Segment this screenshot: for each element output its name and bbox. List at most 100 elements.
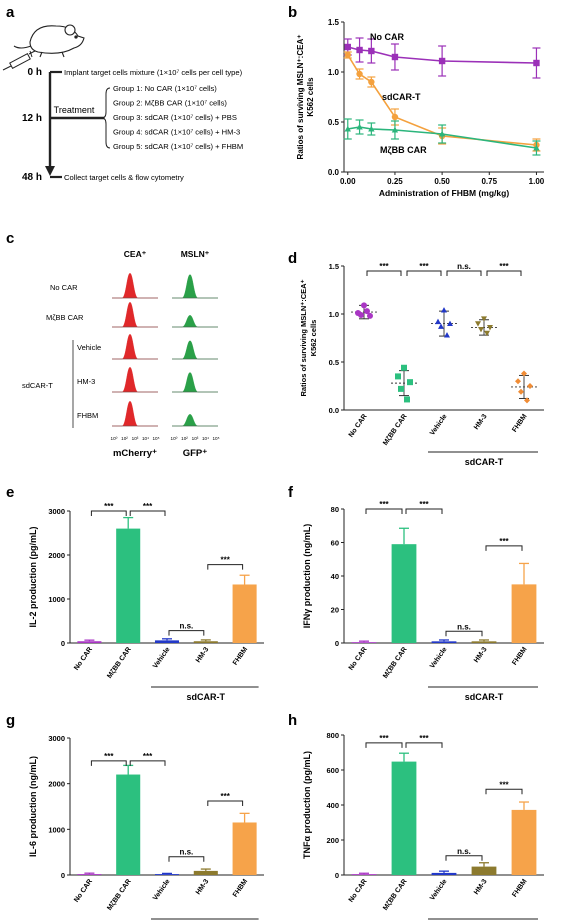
row-label-c-4: FHBM <box>77 411 98 420</box>
panel-letter-c: c <box>6 230 14 247</box>
bar-h-3 <box>471 866 497 875</box>
x-tick-c-0-0: 10⁰ <box>111 436 118 441</box>
sig-bracket-f-3 <box>485 545 523 551</box>
y-tick-label-d-1: 0.5 <box>329 358 339 367</box>
panel-letter-h: h <box>288 712 297 729</box>
sig-label-d-1: *** <box>419 262 429 271</box>
category-label-g-1: MζBB CAR <box>106 878 133 912</box>
category-label-h-4: FHBM <box>511 878 528 899</box>
bar-f-0 <box>351 642 377 643</box>
series-label-b-2: MζBB CAR <box>380 145 427 155</box>
panel-letter-f: f <box>288 484 294 501</box>
y-tick-label-d-0: 0.0 <box>329 406 339 415</box>
panel-e: e 0 1000 2000 3000 IL-2 production (pg/mL) No … <box>6 484 264 702</box>
category-label-e-2: Vehicle <box>152 646 172 670</box>
point-b-0-2 <box>368 47 375 55</box>
category-label-f-4: FHBM <box>511 646 528 667</box>
point-d-1-4 <box>404 396 410 403</box>
point-d-0-2 <box>367 312 373 319</box>
panel-letter-e: e <box>6 484 14 501</box>
x-label-c-1: GFP⁺ <box>183 448 208 459</box>
y-axis-label-b-line1: Ratios of surviving MSLN⁺:CEA⁺ <box>296 35 305 160</box>
x-tick-label-b-3: 0.75 <box>481 177 497 186</box>
panel-g: g 0 1000 2000 3000 IL-6 production (ng/mL) No … <box>6 712 264 920</box>
sig-label-f-3: *** <box>499 537 509 546</box>
col-header-c-1: MSLN⁺ <box>181 249 210 259</box>
histogram-c-4-1 <box>172 414 218 427</box>
point-b-1-2 <box>368 78 375 86</box>
category-label-g-3: HM-3 <box>195 878 211 896</box>
category-label-g-2: Vehicle <box>152 878 172 902</box>
point-d-2-3 <box>438 323 444 329</box>
y-tick-label-h-0: 0 <box>335 871 339 880</box>
category-label-g-0: No CAR <box>73 878 94 904</box>
point-b-2-2 <box>368 125 375 132</box>
y-axis-label-d-line1: Ratios of surviving MSLN⁺:CEA⁺ <box>299 279 308 396</box>
point-b-2-4 <box>438 130 446 137</box>
category-label-d-2: Vehicle <box>429 413 449 437</box>
series-label-b-0: No CAR <box>370 32 404 42</box>
category-label-f-3: HM-3 <box>473 646 489 664</box>
point-d-1-3 <box>398 385 404 392</box>
sig-bracket-f-2 <box>445 630 483 637</box>
sig-bracket-h-2 <box>445 855 483 861</box>
panel-h: h 0 200 400 600 800 TNFα production (pg/mL) No … <box>288 712 544 920</box>
bar-g-2 <box>154 874 180 875</box>
y-tick-label-f-4: 80 <box>331 505 339 514</box>
x-tick-label-b-1: 0.25 <box>387 177 403 186</box>
point-d-3-4 <box>484 330 490 337</box>
sig-bracket-g-0 <box>90 760 127 766</box>
y-tick-label-e-1: 1000 <box>48 595 65 604</box>
timeline-time-2: 48 h <box>22 172 42 183</box>
y-tick-label-g-3: 3000 <box>48 734 65 743</box>
category-label-e-4: FHBM <box>232 646 249 667</box>
y-tick-label-f-0: 0 <box>335 639 339 648</box>
point-d-3-0 <box>481 316 487 322</box>
panel-letter-b: b <box>288 4 297 21</box>
x-tick-c-0-1: 10² <box>121 436 128 441</box>
syringe-icon <box>2 50 36 71</box>
sig-label-g-1: *** <box>143 752 153 761</box>
x-tick-c-1-4: 10⁵ <box>212 436 219 441</box>
panel-b: b 0.0 0.5 1.0 1.5 0.00 0.25 0.50 0.75 1.00 Adminis… <box>288 4 545 198</box>
category-label-e-0: No CAR <box>73 646 94 672</box>
bar-h-1 <box>391 761 417 875</box>
point-d-1-0 <box>401 364 407 371</box>
category-label-f-1: MζBB CAR <box>382 646 409 680</box>
x-tick-c-1-0: 10⁰ <box>171 436 178 441</box>
x-tick-label-b-2: 0.50 <box>434 177 450 186</box>
panel-letter-a: a <box>6 4 15 21</box>
sig-label-g-2: n.s. <box>180 848 194 857</box>
y-axis-label-f: IFNγ production (ng/mL) <box>302 524 312 628</box>
y-tick-label-b-2: 1.0 <box>328 68 340 77</box>
sig-label-d-2: n.s. <box>457 262 471 271</box>
timeline: 0 h Implant target cells mixture (1×10⁷ c… <box>22 67 243 183</box>
sig-bracket-g-1 <box>129 760 166 766</box>
point-b-0-4 <box>438 57 446 65</box>
histogram-c-2-0 <box>112 334 158 360</box>
group-label-f: sdCAR-T <box>465 692 504 702</box>
point-d-2-0 <box>441 307 447 313</box>
sig-label-g-3: *** <box>221 792 231 801</box>
sig-label-f-2: n.s. <box>457 622 471 631</box>
x-tick-c-1-1: 10² <box>181 436 188 441</box>
sig-label-h-0: *** <box>379 734 389 743</box>
point-b-1-1 <box>356 70 363 78</box>
point-b-2-1 <box>356 123 363 130</box>
point-b-1-3 <box>391 113 399 121</box>
bar-g-3 <box>193 870 218 875</box>
bar-h-2 <box>431 872 457 875</box>
bar-f-1 <box>391 544 417 643</box>
histogram-c-1-1 <box>172 315 218 328</box>
point-d-2-1 <box>435 318 441 325</box>
panel-letter-d: d <box>288 250 297 267</box>
sig-label-d-3: *** <box>499 262 509 271</box>
row-label-c-2: Vehicle <box>77 343 101 352</box>
category-label-d-4: FHBM <box>511 413 528 434</box>
timeline-time-0: 0 h <box>28 67 42 78</box>
category-label-e-3: HM-3 <box>195 646 211 664</box>
y-tick-label-b-1: 0.5 <box>328 118 340 127</box>
y-axis-label-d-line2: K562 cells <box>309 320 318 357</box>
histogram-c-2-1 <box>172 340 218 360</box>
series-label-b-1: sdCAR-T <box>382 92 421 102</box>
